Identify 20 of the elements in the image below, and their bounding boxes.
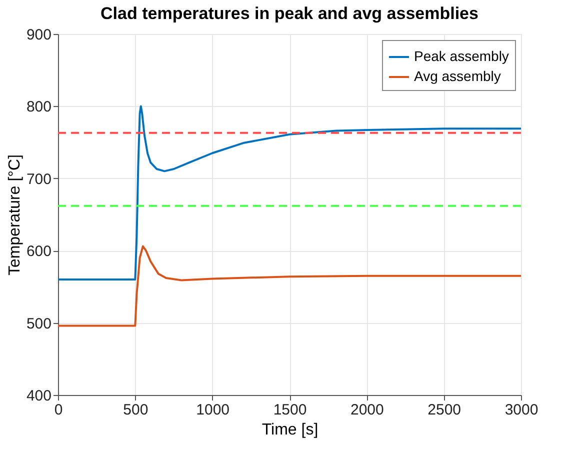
y-tick-label: 500 [26,315,52,332]
y-tick-label: 800 [26,98,52,116]
x-tick-label: 2500 [428,402,462,418]
line-series [57,105,522,280]
x-tick-label: 2000 [350,402,384,418]
x-tick-label: 3000 [504,402,538,418]
x-tick-label: 1500 [273,402,307,418]
x-axis-title: Time [s] [262,422,318,438]
y-tick-label: 700 [26,170,52,188]
legend-label: Avg assembly [414,68,501,84]
y-tick-label: 900 [26,26,52,44]
line-series [57,245,522,327]
legend-label: Peak assembly [414,48,509,64]
x-tick-label: 500 [123,402,148,418]
x-tick-label: 1000 [196,402,230,418]
x-tick-label: 0 [54,402,63,418]
chart-title: Clad temperatures in peak and avg assemblies [100,4,478,23]
y-tick-label: 400 [26,388,52,404]
y-axis-title: Temperature [°C] [6,154,24,276]
y-tick-label: 600 [26,243,52,260]
